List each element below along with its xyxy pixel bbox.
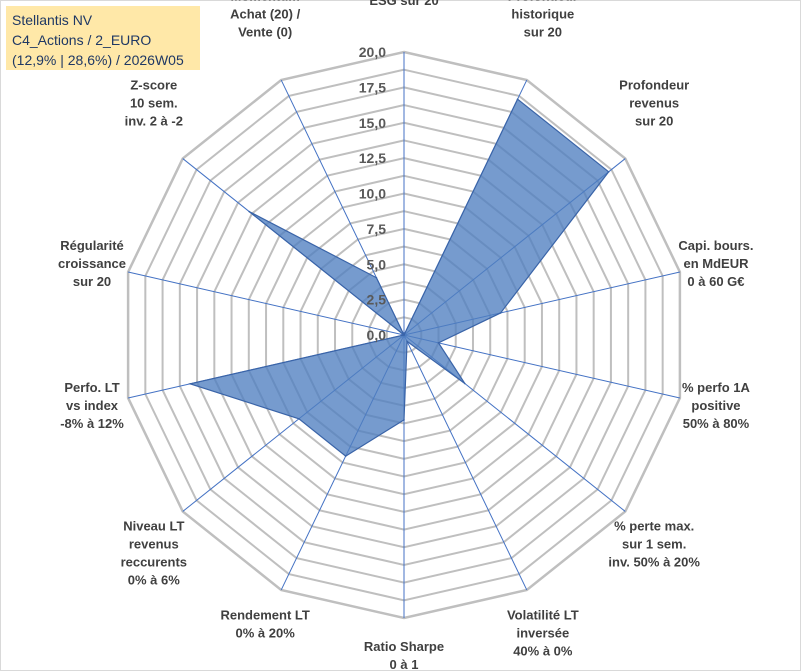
category-label: Perfo. LT vs index -8% à 12% xyxy=(60,380,124,431)
series-point xyxy=(403,334,405,336)
tick-label: 10,0 xyxy=(359,186,386,202)
category-label-line: Niveau LT xyxy=(123,519,184,534)
title-company: Stellantis NV xyxy=(12,12,93,28)
category-label-line: 0 à 1 xyxy=(390,657,419,671)
category-label-line: sur 20 xyxy=(73,274,111,289)
axis-spoke xyxy=(127,271,405,336)
tick-label: 15,0 xyxy=(359,115,386,131)
series-point xyxy=(403,419,405,421)
category-label-line: Profondeur xyxy=(619,77,689,92)
category-label: Régularité croissance sur 20 xyxy=(58,238,126,289)
tick-label: 12,5 xyxy=(359,150,386,166)
category-label: Capi. bours. en MdEUR 0 à 60 G€ xyxy=(678,238,753,289)
category-label-line: Rendement LT xyxy=(220,607,309,622)
category-label-line: Profondeur xyxy=(508,0,578,4)
category-label-line: revenus xyxy=(629,95,679,110)
title-stats: (12,9% | 28,6%) / 2026W05 xyxy=(12,52,184,68)
tick-layer: 0,0 2,5 5,0 7,5 10,0 12,5 15,0 17,5 20,0 xyxy=(359,44,386,343)
category-label-line: inv. 2 à -2 xyxy=(125,113,183,128)
category-label-line: Momentum xyxy=(230,0,299,4)
title-category: C4_Actions / 2_EURO xyxy=(12,32,152,48)
category-label: Profondeur historique sur 20 xyxy=(508,0,578,40)
category-label-line: 10 sem. xyxy=(130,95,178,110)
category-label-line: revenus xyxy=(129,537,179,552)
category-label-line: Vente (0) xyxy=(238,25,292,40)
series-point xyxy=(464,382,466,385)
category-label-line: positive xyxy=(691,398,740,413)
category-label-line: historique xyxy=(511,7,574,22)
series-point xyxy=(607,170,610,173)
series-area xyxy=(187,98,610,457)
category-label-line: inv. 50% à 20% xyxy=(608,555,700,570)
category-label-line: sur 20 xyxy=(524,25,562,40)
category-label-line: Z-score xyxy=(130,77,177,92)
series-point xyxy=(406,340,408,343)
category-label: Volatilité LT inversée 40% à 0% xyxy=(507,607,579,658)
series-point xyxy=(189,383,191,385)
category-label-line: croissance xyxy=(58,256,126,271)
title-box: Stellantis NV C4_Actions / 2_EURO (12,9%… xyxy=(6,6,200,70)
category-label-line: Achat (20) / xyxy=(230,7,300,22)
category-label-line: vs index xyxy=(66,398,119,413)
category-label-line: en MdEUR xyxy=(683,256,749,271)
series-point xyxy=(516,98,519,100)
category-label-line: 0% à 20% xyxy=(236,625,296,640)
series-point xyxy=(499,312,502,314)
category-label: Momentum Achat (20) / Vente (0) xyxy=(230,0,300,40)
category-label-line: 50% à 80% xyxy=(683,416,750,431)
category-label: NoteESG sur 20 xyxy=(369,0,438,8)
category-label-line: 40% à 0% xyxy=(513,643,573,658)
category-label-line: 0% à 6% xyxy=(128,573,180,588)
category-label: Z-score 10 sem. inv. 2 à -2 xyxy=(125,77,183,128)
category-label-line: sur 1 sem. xyxy=(622,537,686,552)
tick-label: 0,0 xyxy=(367,327,387,343)
series-point xyxy=(344,455,347,457)
tick-label: 7,5 xyxy=(367,221,387,237)
category-label-line: inversée xyxy=(516,625,569,640)
category-label-line: Volatilité LT xyxy=(507,607,579,622)
category-label: % perfo 1A positive 50% à 80% xyxy=(682,380,751,431)
series-point xyxy=(248,210,250,213)
category-label-line: 0 à 60 G€ xyxy=(687,274,744,289)
series-point xyxy=(437,342,440,344)
category-label-line: ESG sur 20 xyxy=(369,0,438,8)
category-label: Niveau LT revenus reccurents 0% à 6% xyxy=(121,519,187,588)
category-label-line: sur 20 xyxy=(635,113,673,128)
label-layer: NoteESG sur 20 Profondeur historique sur 20… xyxy=(58,0,753,671)
axis-spoke xyxy=(403,334,528,591)
series-layer xyxy=(187,98,610,457)
category-label-line: Capi. bours. xyxy=(678,238,753,253)
category-label-line: Ratio Sharpe xyxy=(364,639,444,654)
category-label: Rendement LT 0% à 20% xyxy=(220,607,309,640)
category-label: Ratio Sharpe 0 à 1 xyxy=(364,639,444,671)
tick-label: 2,5 xyxy=(367,292,387,308)
tick-label: 20,0 xyxy=(359,44,386,60)
category-label: Profondeur revenus sur 20 xyxy=(619,77,689,128)
series-point xyxy=(298,418,300,420)
axis-spoke xyxy=(403,334,681,399)
category-label-line: Perfo. LT xyxy=(64,380,119,395)
series-point xyxy=(375,276,378,279)
category-label-line: Régularité xyxy=(60,238,124,253)
category-label-line: % perte max. xyxy=(614,519,694,534)
tick-label: 5,0 xyxy=(367,256,387,272)
category-label-line: reccurents xyxy=(121,555,187,570)
category-label: % perte max. sur 1 sem. inv. 50% à 20% xyxy=(608,519,700,570)
tick-label: 17,5 xyxy=(359,79,386,95)
category-label-line: -8% à 12% xyxy=(60,416,124,431)
category-label-line: % perfo 1A xyxy=(682,380,751,395)
